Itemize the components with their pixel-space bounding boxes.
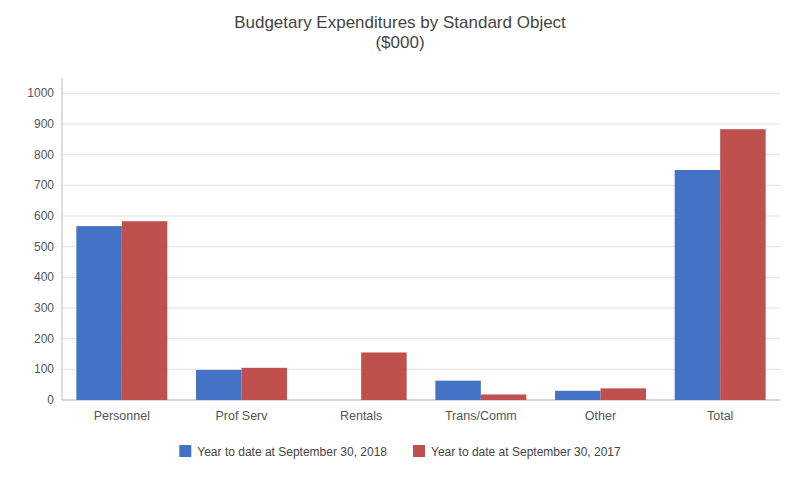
y-tick-label: 200 [34,332,54,346]
chart-container: Budgetary Expenditures by Standard Objec… [0,0,800,480]
y-tick-label: 100 [34,362,54,376]
bar [720,129,765,400]
legend-label: Year to date at September 30, 2018 [197,445,387,459]
x-tick-label: Personnel [94,409,150,423]
bar [361,352,406,400]
legend-label: Year to date at September 30, 2017 [431,445,621,459]
legend-swatch [413,445,425,457]
grid-line [62,124,780,125]
grid-line [62,93,780,94]
chart-title: Budgetary Expenditures by Standard Objec… [234,13,566,52]
legend-item: Year to date at September 30, 2017 [413,445,621,459]
grid-line [62,216,780,217]
bar-series [122,129,766,400]
legend: Year to date at September 30, 2018 Year t… [179,445,621,459]
bar [555,391,600,400]
y-tick-label: 600 [34,209,54,223]
bar [435,381,480,400]
grid-line [62,369,780,370]
x-tick-label: Trans/Comm [445,409,517,423]
bar [316,400,361,401]
bar [242,368,287,400]
grid-line [62,277,780,278]
y-grid [62,93,780,400]
bar [481,394,526,400]
x-tick-label: Rentals [340,409,382,423]
grid-line [62,400,780,401]
x-tick-labels: Personnel Prof Serv Rentals Trans/Comm Other… [94,409,734,423]
legend-swatch [179,445,191,457]
y-tick-label: 400 [34,270,54,284]
y-tick-labels: 0 100 200 300 400 500 600 700 800 900 1000 [27,86,54,407]
x-tick-label: Total [707,409,733,423]
title-line: ($000) [375,33,424,52]
bar [601,388,646,400]
x-axis-line [62,400,780,401]
x-tick-label: Prof Serv [215,409,268,423]
grid-line [62,308,780,309]
y-tick-label: 0 [47,393,54,407]
title-line: Budgetary Expenditures by Standard Objec… [234,13,566,32]
chart-svg: Budgetary Expenditures by Standard Objec… [0,0,800,480]
grid-line [62,246,780,247]
grid-line [62,154,780,155]
x-tick-label: Other [585,409,616,423]
y-tick-label: 300 [34,301,54,315]
y-tick-label: 800 [34,148,54,162]
bar [76,226,121,400]
grid-line [62,338,780,339]
bar [196,370,241,400]
bar-series [76,170,720,400]
y-tick-label: 700 [34,178,54,192]
y-tick-label: 500 [34,240,54,254]
bars [76,129,765,400]
legend-item: Year to date at September 30, 2018 [179,445,387,459]
y-axis-line [62,78,63,400]
grid-line [62,185,780,186]
bar [122,221,167,400]
y-tick-label: 1000 [27,86,54,100]
bar [675,170,720,400]
y-tick-label: 900 [34,117,54,131]
